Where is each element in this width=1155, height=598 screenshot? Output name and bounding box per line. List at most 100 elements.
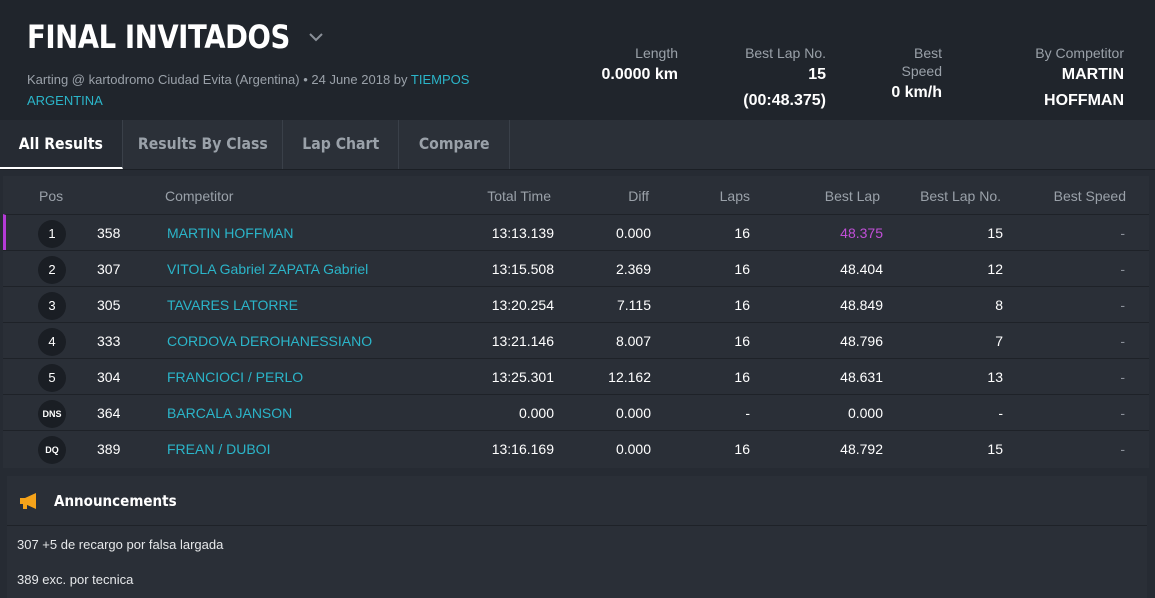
position-badge: 5 — [38, 364, 66, 392]
stat-value: 15 (00:48.375) — [743, 66, 826, 109]
best-speed: - — [1120, 441, 1125, 457]
best-lap-no: 13 — [987, 369, 1003, 385]
total-time: 0.000 — [518, 405, 554, 421]
laps: - — [745, 405, 750, 421]
header-diff[interactable]: Diff — [628, 188, 649, 204]
kart-number: 307 — [97, 261, 121, 277]
stat-best-lap-no: Best Lap No. 15 (00:48.375) — [726, 44, 826, 114]
stat-label: Length — [635, 45, 678, 61]
diff: 0.000 — [615, 441, 651, 457]
session-header: FINAL INVITADOS Karting @ kartodromo Ciu… — [0, 0, 1155, 120]
tab-label: All Results — [18, 134, 104, 153]
best-lap-no: 8 — [995, 297, 1003, 313]
competitor-link[interactable]: BARCALA JANSON — [167, 405, 293, 421]
position-badge: 3 — [38, 292, 66, 320]
best-speed: - — [1120, 405, 1125, 421]
stat-label: Best Lap No. — [745, 45, 826, 61]
header-pos[interactable]: Pos — [39, 188, 64, 204]
header-laps[interactable]: Laps — [719, 188, 750, 204]
best-lap-no: 15 — [987, 225, 1003, 241]
table-row[interactable]: 4 333 CORDOVA DEROHANESSIANO 13:21.146 8.007… — [3, 322, 1149, 358]
position-badge: 4 — [38, 328, 66, 356]
total-time: 13:15.508 — [491, 261, 554, 277]
tab-all-results[interactable]: All Results — [0, 120, 123, 169]
table-row[interactable]: 3 305 TAVARES LATORRE 13:20.254 7.115 16 48.84… — [3, 286, 1149, 322]
stat-best-speed: Best Speed 0 km/h — [874, 44, 942, 114]
results-tabs: All Results Results By Class Lap Chart C… — [0, 120, 1155, 170]
stat-label: Best Speed — [901, 45, 942, 79]
header-best-speed[interactable]: Best Speed — [1053, 188, 1126, 204]
total-time: 13:16.169 — [491, 441, 554, 457]
table-row[interactable]: 2 307 VITOLA Gabriel ZAPATA Gabriel 13:15.5… — [3, 250, 1149, 286]
diff: 8.007 — [615, 333, 651, 349]
tab-compare[interactable]: Compare — [399, 120, 510, 169]
page-title: FINAL INVITADOS — [27, 18, 290, 56]
position-badge: 1 — [38, 220, 66, 248]
competitor-link[interactable]: FRANCIOCI / PERLO — [167, 369, 304, 385]
table-row[interactable]: 5 304 FRANCIOCI / PERLO 13:25.301 12.162 16 48… — [3, 358, 1149, 394]
session-info: Karting @ kartodromo Ciudad Evita (Argen… — [27, 72, 408, 87]
header-best-lap[interactable]: Best Lap — [824, 188, 880, 204]
header-total-time[interactable]: Total Time — [487, 188, 551, 204]
session-subtitle: Karting @ kartodromo Ciudad Evita (Argen… — [27, 69, 527, 111]
organizer-link[interactable]: TIEMPOS ARGENTINA — [27, 72, 470, 108]
diff: 12.162 — [608, 369, 651, 385]
competitor-link[interactable]: FREAN / DUBOI — [167, 441, 271, 457]
best-lap: 48.404 — [840, 261, 883, 277]
total-time: 13:21.146 — [491, 333, 554, 349]
diff: 2.369 — [615, 261, 651, 277]
stat-value: MARTIN HOFFMAN — [1044, 66, 1124, 109]
laps: 16 — [734, 333, 750, 349]
session-stats: Length 0.0000 km Best Lap No. 15 (00:48.… — [550, 44, 1124, 114]
kart-number: 389 — [97, 441, 121, 457]
competitor-link[interactable]: VITOLA Gabriel ZAPATA Gabriel — [167, 261, 369, 277]
diff: 0.000 — [615, 405, 651, 421]
best-speed: - — [1120, 261, 1125, 277]
tab-results-by-class[interactable]: Results By Class — [123, 120, 283, 169]
position-badge: DQ — [38, 436, 66, 464]
announcements-panel: Announcements 307 +5 de recargo por fals… — [7, 476, 1147, 598]
laps: 16 — [734, 261, 750, 277]
tab-label: Results By Class — [137, 134, 268, 153]
best-lap: 48.792 — [840, 441, 883, 457]
best-lap-no: 7 — [995, 333, 1003, 349]
competitor-link[interactable]: TAVARES LATORRE — [167, 297, 298, 313]
kart-number: 333 — [97, 333, 121, 349]
title-row[interactable]: FINAL INVITADOS — [27, 18, 325, 56]
tab-lap-chart[interactable]: Lap Chart — [283, 120, 399, 169]
total-time: 13:13.139 — [491, 225, 554, 241]
table-header: Pos Competitor Total Time Diff Laps Best… — [3, 176, 1149, 214]
tab-label: Compare — [418, 134, 490, 153]
table-row[interactable]: DNS 364 BARCALA JANSON 0.000 0.000 - 0.000 - - — [3, 394, 1149, 430]
stat-by-competitor: By Competitor MARTIN HOFFMAN — [984, 44, 1124, 114]
best-lap-no: 15 — [987, 441, 1003, 457]
total-time: 13:20.254 — [491, 297, 554, 313]
kart-number: 358 — [97, 225, 121, 241]
best-speed: - — [1120, 333, 1125, 349]
header-competitor[interactable]: Competitor — [165, 188, 234, 204]
diff: 7.115 — [617, 297, 651, 313]
total-time: 13:25.301 — [491, 369, 554, 385]
best-lap-no: - — [998, 405, 1003, 421]
competitor-link[interactable]: CORDOVA DEROHANESSIANO — [167, 333, 373, 349]
announcements-title: Announcements — [54, 492, 177, 510]
chevron-down-icon[interactable] — [307, 28, 325, 46]
competitor-link[interactable]: MARTIN HOFFMAN — [167, 225, 294, 241]
best-speed: - — [1120, 297, 1125, 313]
stat-value: 0.0000 km — [601, 66, 678, 83]
results-table: Pos Competitor Total Time Diff Laps Best… — [3, 176, 1149, 468]
best-lap: 48.375 — [840, 225, 883, 241]
table-row[interactable]: DQ 389 FREAN / DUBOI 13:16.169 0.000 16 48.792… — [3, 430, 1149, 466]
stat-length: Length 0.0000 km — [598, 44, 678, 114]
kart-number: 364 — [97, 405, 121, 421]
laps: 16 — [734, 441, 750, 457]
announcement-item: 307 +5 de recargo por falsa largada — [17, 537, 224, 552]
best-lap: 0.000 — [847, 405, 883, 421]
header-best-lap-no[interactable]: Best Lap No. — [920, 188, 1001, 204]
table-row[interactable]: 1 358 MARTIN HOFFMAN 13:13.139 0.000 16 48.375… — [3, 214, 1149, 250]
tab-label: Lap Chart — [301, 134, 379, 153]
kart-number: 305 — [97, 297, 121, 313]
announcement-item: 389 exc. por tecnica — [17, 572, 134, 587]
announcements-header: Announcements — [7, 476, 1147, 526]
stat-value: 0 km/h — [891, 84, 942, 101]
